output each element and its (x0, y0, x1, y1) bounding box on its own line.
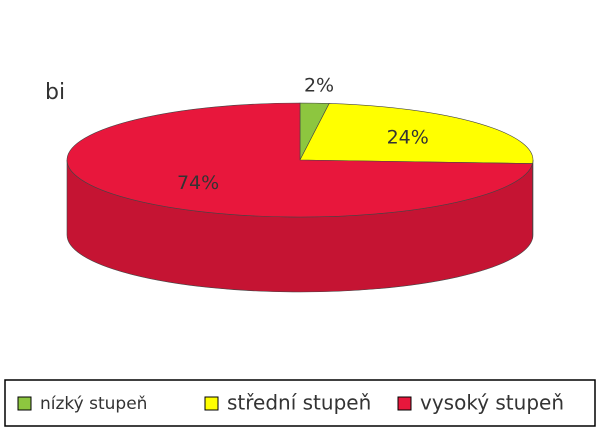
pie-slice (66, 102, 533, 218)
legend-frame (4, 379, 596, 427)
legend-swatch (204, 396, 219, 411)
data-label: 74% (177, 172, 219, 194)
pie-slice (299, 103, 534, 164)
legend-swatch (397, 396, 412, 411)
legend-label: střední stupeň (227, 391, 371, 415)
legend-label: nízký stupeň (40, 394, 147, 414)
legend-label: vysoký stupeň (420, 391, 564, 415)
data-label: 2% (304, 75, 334, 97)
legend-swatch (17, 396, 32, 411)
chart-title: bi (45, 80, 65, 105)
data-label: 24% (387, 127, 429, 149)
